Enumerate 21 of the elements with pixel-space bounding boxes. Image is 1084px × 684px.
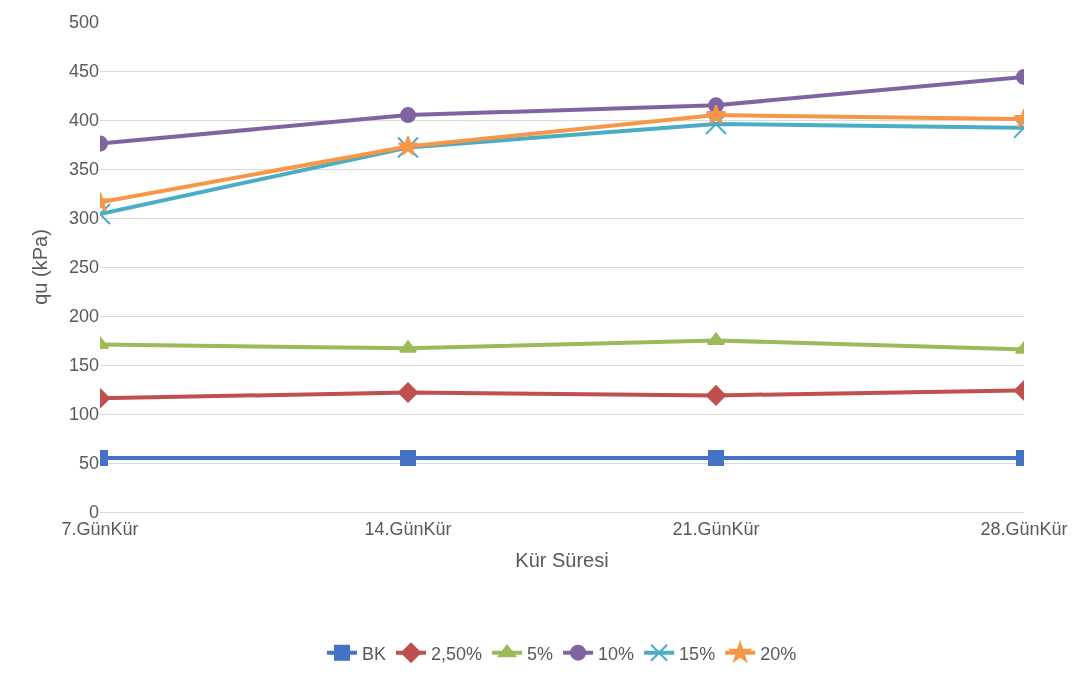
- y-tick-label: 50: [78, 453, 99, 474]
- x-tick-label: 21.GünKür: [672, 518, 760, 539]
- x-axis-title: Kür Süresi: [515, 549, 609, 572]
- legend-label: BK: [362, 643, 387, 664]
- y-tick-label: 400: [68, 110, 99, 131]
- y-tick-label: 300: [68, 208, 99, 229]
- y-axis-title: qu (kPa): [29, 229, 52, 305]
- x-tick-label: 14.GünKür: [364, 518, 452, 539]
- y-tick-label: 250: [68, 257, 99, 278]
- y-tick-label: 450: [68, 61, 99, 82]
- y-tick-label: 500: [68, 12, 99, 33]
- legend-label: 20%: [760, 643, 797, 664]
- legend-label: 15%: [679, 643, 716, 664]
- y-tick-label: 100: [68, 404, 99, 425]
- y-tick-label: 200: [68, 306, 99, 327]
- legend-label: 10%: [598, 643, 635, 664]
- legend-label: 2,50%: [431, 643, 483, 664]
- x-tick-label: 28.GünKür: [980, 518, 1068, 539]
- y-tick-label: 350: [68, 159, 99, 180]
- legend-label: 5%: [527, 643, 554, 664]
- y-tick-label: 150: [68, 355, 99, 376]
